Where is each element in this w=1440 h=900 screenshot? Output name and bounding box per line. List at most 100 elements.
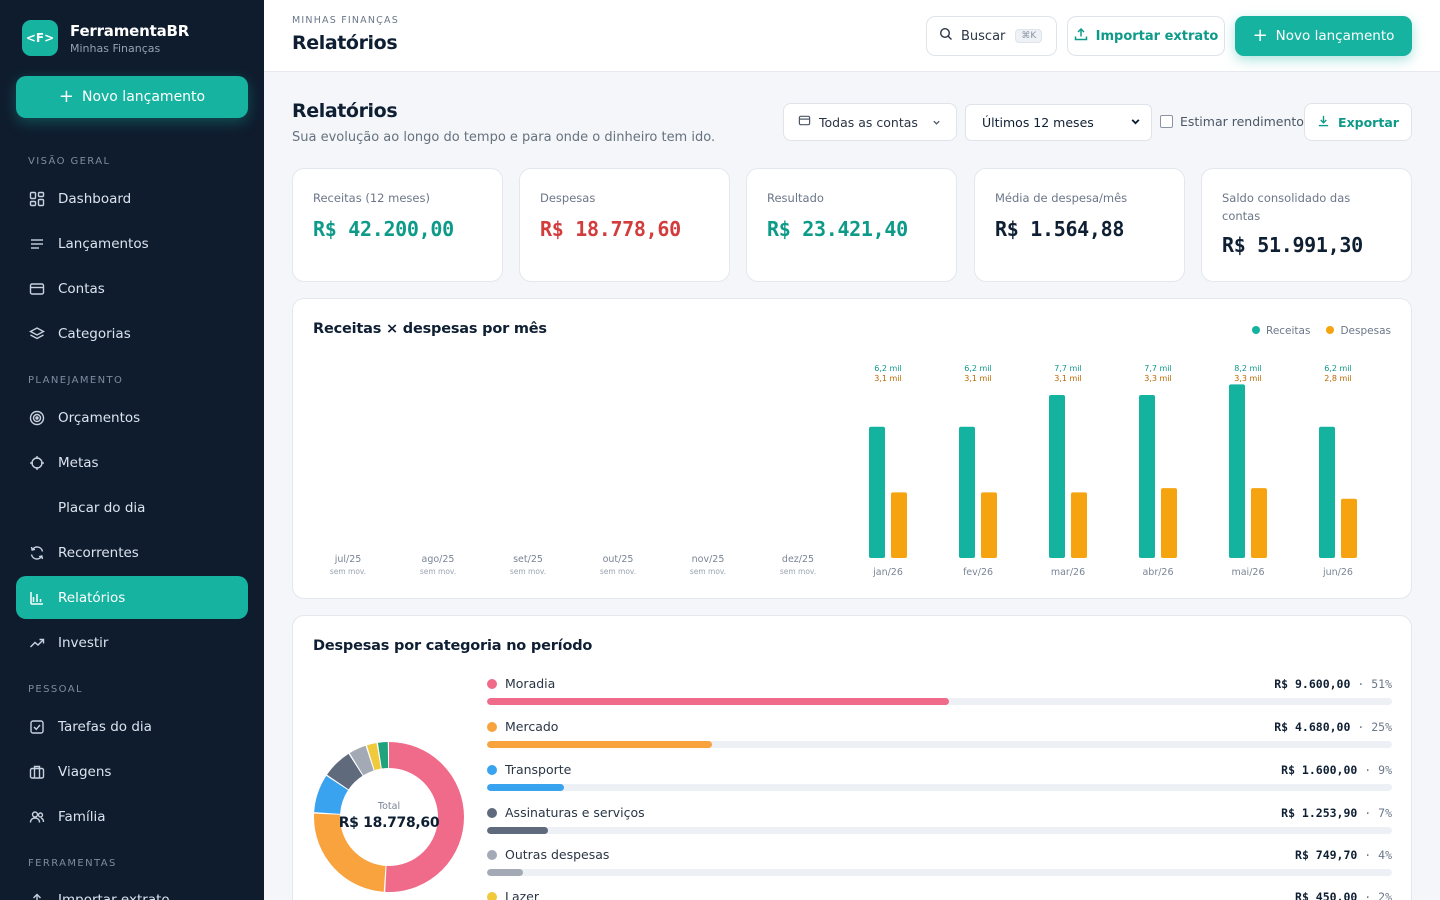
new-entry-button[interactable]: + Novo lançamento — [1235, 16, 1412, 56]
sidebar-item-goals[interactable]: Metas — [16, 441, 248, 484]
accounts-filter-dropdown[interactable]: Todas as contas — [783, 103, 957, 141]
x-tick-label: nov/25 — [692, 554, 725, 565]
breadcrumb[interactable]: MINHAS FINANÇAS — [292, 15, 399, 26]
upload-icon — [1074, 27, 1088, 45]
x-tick-label: mai/26 — [1231, 567, 1264, 578]
kpi-card-income: Receitas (12 meses) R$ 42.200,00 — [292, 168, 503, 282]
data-label-expense: 3,1 mil — [964, 374, 992, 383]
category-percent: 7% — [1378, 805, 1392, 820]
sidebar-item-label: Importar extrato — [58, 891, 170, 900]
blank-icon — [28, 499, 46, 517]
legend-label: Receitas — [1266, 325, 1311, 337]
sidebar-item-label: Família — [58, 808, 106, 825]
x-tick-label: mar/26 — [1051, 567, 1085, 578]
category-bar-fill — [487, 827, 548, 834]
bar-chart-icon — [28, 589, 46, 607]
category-bar-fill — [487, 869, 524, 876]
legend-item-expense[interactable]: Despesas — [1326, 325, 1391, 337]
sidebar-item-dashboard[interactable]: Dashboard — [16, 177, 248, 220]
category-amount: R$ 1.600,00 — [1281, 762, 1358, 777]
category-row[interactable]: Moradia R$ 9.600,00 · 51% — [487, 676, 1392, 705]
bar-expense[interactable] — [981, 492, 997, 558]
bar-income[interactable] — [1229, 384, 1245, 558]
empty-month-label: sem mov. — [330, 567, 366, 576]
sidebar-new-entry-button[interactable]: + Novo lançamento — [16, 76, 248, 118]
donut-slice[interactable] — [314, 742, 464, 892]
category-amount: R$ 749,70 — [1295, 847, 1358, 862]
brand-logo: <F> — [22, 20, 58, 56]
brand-subtitle: Minhas Finanças — [70, 41, 161, 55]
sidebar-item-accounts[interactable]: Contas — [16, 267, 248, 310]
section-planning: PLANEJAMENTO — [28, 375, 124, 386]
category-amount: R$ 450,00 — [1295, 889, 1358, 900]
category-color-dot — [487, 678, 497, 689]
donut-center: Total R$ 18.778,60 — [309, 801, 469, 831]
bar-expense[interactable] — [1161, 488, 1177, 558]
bar-income[interactable] — [959, 426, 975, 558]
estimate-yield-checkbox[interactable] — [1160, 115, 1173, 128]
brand[interactable]: <F> FerramentaBR Minhas Finanças — [22, 20, 189, 56]
sidebar-item-family[interactable]: Família — [16, 795, 248, 838]
list-icon — [28, 235, 46, 253]
x-tick-label: jul/25 — [334, 554, 362, 565]
x-tick-label: out/25 — [603, 554, 634, 565]
bar-income[interactable] — [1139, 394, 1155, 558]
sidebar-item-recurring[interactable]: Recorrentes — [16, 531, 248, 574]
kpi-value: R$ 42.200,00 — [313, 217, 454, 241]
category-bar-track — [487, 869, 1392, 876]
period-select[interactable]: Últimos 12 meses — [965, 104, 1152, 141]
target-icon — [28, 409, 46, 427]
category-row[interactable]: Outras despesas R$ 749,70 · 4% — [487, 847, 1392, 876]
kpi-card-average-expense: Média de despesa/mês R$ 1.564,88 — [974, 168, 1185, 282]
kpi-value: R$ 51.991,30 — [1222, 233, 1363, 257]
new-entry-label: Novo lançamento — [1275, 28, 1395, 44]
section-personal: PESSOAL — [28, 684, 83, 695]
bar-expense[interactable] — [1071, 492, 1087, 558]
trend-icon — [28, 634, 46, 652]
donut-total-label: Total — [377, 801, 401, 812]
sidebar-item-budgets[interactable]: Orçamentos — [16, 396, 248, 439]
bar-expense[interactable] — [1341, 498, 1357, 558]
sidebar-item-label: Orçamentos — [58, 409, 141, 426]
export-button[interactable]: Exportar — [1304, 103, 1412, 141]
category-row[interactable]: Assinaturas e serviços R$ 1.253,90 · 7% — [487, 805, 1392, 834]
bar-income[interactable] — [1049, 394, 1065, 558]
kpi-label: Despesas — [540, 191, 596, 205]
category-color-dot — [487, 807, 497, 818]
category-panel-title: Despesas por categoria no período — [313, 638, 593, 654]
sidebar-item-label: Dashboard — [58, 190, 132, 207]
category-row[interactable]: Lazer R$ 450,00 · 2% — [487, 889, 1392, 900]
import-statement-button[interactable]: Importar extrato — [1067, 16, 1225, 56]
bar-expense[interactable] — [1251, 488, 1267, 558]
sidebar-item-label: Tarefas do dia — [58, 718, 152, 735]
bar-income[interactable] — [869, 426, 885, 558]
sidebar-new-entry-label: Novo lançamento — [81, 89, 206, 105]
estimate-yield-toggle[interactable]: Estimar rendimento — [1160, 114, 1304, 129]
sidebar-item-categories[interactable]: Categorias — [16, 312, 248, 355]
category-bar-track — [487, 827, 1392, 834]
download-icon — [1317, 114, 1330, 130]
sidebar-item-entries[interactable]: Lançamentos — [16, 222, 248, 265]
donut-slice[interactable] — [314, 742, 464, 892]
legend-item-income[interactable]: Receitas — [1252, 325, 1310, 337]
search-button[interactable]: Buscar ⌘K — [926, 16, 1057, 56]
category-row[interactable]: Mercado R$ 4.680,00 · 25% — [487, 719, 1392, 748]
sidebar-item-invest[interactable]: Investir — [16, 621, 248, 664]
sidebar-item-daily-tasks[interactable]: Tarefas do dia — [16, 705, 248, 748]
sidebar-item-reports[interactable]: Relatórios — [16, 576, 248, 619]
kpi-label: Resultado — [767, 191, 824, 205]
sidebar-item-import[interactable]: Importar extrato — [16, 878, 248, 900]
x-tick-label: dez/25 — [782, 554, 814, 565]
sidebar-item-label: Placar do dia — [58, 499, 146, 516]
sidebar-item-trips[interactable]: Viagens — [16, 750, 248, 793]
kpi-card-consolidated-balance: Saldo consolidado das contas R$ 51.991,3… — [1201, 168, 1412, 282]
category-row[interactable]: Transporte R$ 1.600,00 · 9% — [487, 762, 1392, 791]
estimate-yield-label: Estimar rendimento — [1180, 114, 1304, 129]
bar-income[interactable] — [1319, 426, 1335, 558]
data-label-income: 7,7 mil — [1144, 364, 1172, 373]
category-percent: 51% — [1371, 676, 1392, 691]
category-bar-track — [487, 741, 1392, 748]
period-select-value: Últimos 12 meses — [982, 115, 1094, 130]
sidebar-item-daily-score[interactable]: Placar do dia — [16, 486, 248, 529]
bar-expense[interactable] — [891, 492, 907, 558]
